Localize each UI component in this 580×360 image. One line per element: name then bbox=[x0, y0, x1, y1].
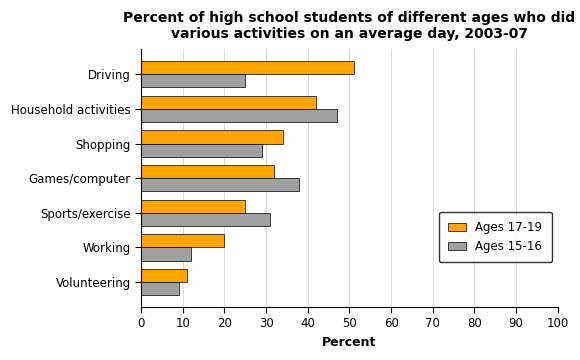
Bar bbox=[141, 109, 337, 122]
Bar bbox=[141, 200, 245, 213]
Bar bbox=[141, 74, 245, 87]
Bar bbox=[141, 144, 262, 157]
Bar bbox=[141, 165, 274, 178]
Bar bbox=[141, 234, 224, 247]
Bar bbox=[141, 269, 187, 282]
Bar bbox=[141, 247, 191, 261]
Bar bbox=[141, 130, 283, 144]
Legend: Ages 17-19, Ages 15-16: Ages 17-19, Ages 15-16 bbox=[439, 212, 552, 262]
Bar bbox=[141, 96, 316, 109]
Bar bbox=[141, 61, 354, 74]
Bar bbox=[141, 213, 270, 226]
X-axis label: Percent: Percent bbox=[322, 336, 376, 349]
Title: Percent of high school students of different ages who did
various activities on : Percent of high school students of diffe… bbox=[124, 11, 575, 41]
Bar bbox=[141, 282, 179, 295]
Bar bbox=[141, 178, 299, 191]
